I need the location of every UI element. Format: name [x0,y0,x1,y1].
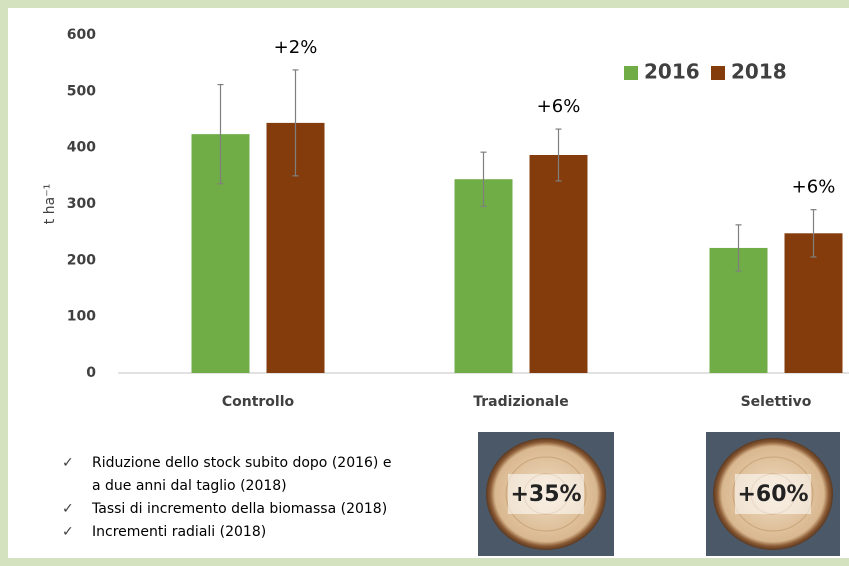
y-tick-label: 200 [67,252,96,268]
x-tick-label: Controllo [222,394,295,410]
bar [454,179,513,373]
y-tick-label: 300 [67,196,96,212]
note: Riduzione dello stock subito dopo (2016)… [92,455,391,471]
annotation: +6% [537,96,581,117]
note: a due anni dal taglio (2018) [92,478,287,494]
legend-swatch [624,66,638,80]
y-tick-label: 100 [67,309,96,325]
annotation: +2% [274,37,318,58]
photo [478,432,614,556]
check-mark: ✓ [62,455,74,471]
y-tick-label: 600 [67,27,96,43]
y-tick-label: 400 [67,140,96,156]
note: Incrementi radiali (2018) [92,524,266,540]
check-mark: ✓ [62,524,74,540]
legend-label: 2016 [644,60,700,84]
legend-label: 2018 [731,60,787,84]
photo-label: +35% [510,482,581,507]
x-tick-label: Tradizionale [473,394,568,410]
photo-label: +60% [737,482,808,507]
note: Tassi di incremento della biomassa (2018… [91,501,387,517]
bar [529,154,588,373]
y-axis-label: t ha⁻¹ [42,184,58,224]
y-tick-label: 0 [86,365,96,381]
annotation: +6% [792,177,836,198]
legend-swatch [711,66,725,80]
y-tick-label: 500 [67,83,96,99]
x-tick-label: Selettivo [741,394,812,410]
photo [706,432,840,556]
check-mark: ✓ [62,501,74,517]
